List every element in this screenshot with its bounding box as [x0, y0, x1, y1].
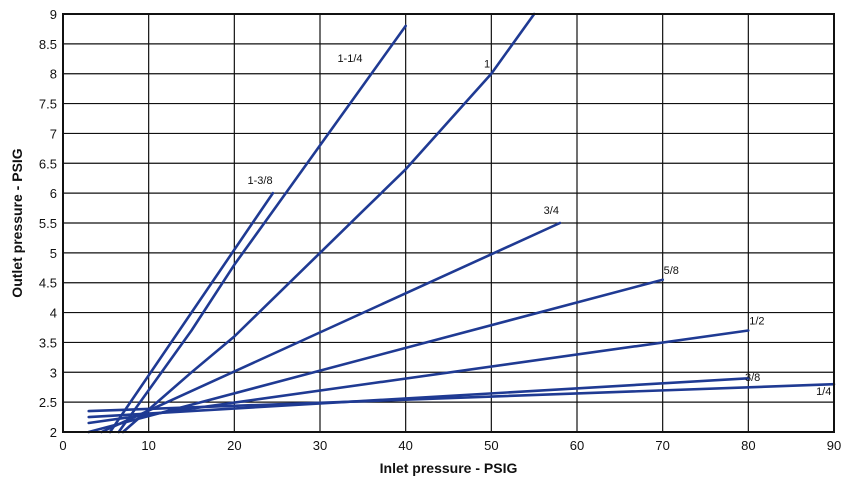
y-tick-label: 3: [50, 365, 57, 380]
x-tick-label: 80: [741, 438, 755, 453]
y-tick-label: 7.5: [39, 97, 57, 112]
series-line-1-3-8: [108, 191, 275, 434]
x-tick-label: 10: [141, 438, 155, 453]
series-label: 1/4: [816, 386, 831, 398]
x-tick-label: 40: [398, 438, 412, 453]
series-line-1-1-4: [117, 24, 408, 434]
tick-labels: 0 10 20 30 40 50 60 70 80 90 2 2.5 3 3.5 4 4.5 5 5.5 6 6.5 7…: [39, 7, 841, 453]
y-tick-label: 2.5: [39, 395, 57, 410]
plot-frame: [62, 13, 835, 433]
y-tick-label: 9: [50, 7, 57, 22]
series-label: 1/2: [749, 316, 764, 328]
y-tick-label: 5: [50, 246, 57, 261]
x-tick-label: 60: [570, 438, 584, 453]
x-tick-label: 90: [827, 438, 841, 453]
series-label: 1: [484, 59, 490, 71]
y-tick-label: 8: [50, 67, 57, 82]
y-tick-label: 3.5: [39, 335, 57, 350]
grid: [63, 14, 834, 432]
y-tick-label: 2: [50, 425, 57, 440]
series-label: 1-1/4: [337, 53, 362, 65]
series-label: 3/4: [544, 205, 559, 217]
x-tick-label: 70: [655, 438, 669, 453]
series-labels: 1-3/8 1-1/4 1 3/4 5/8 1/2 3/8 1/4: [247, 53, 831, 398]
x-tick-label: 0: [59, 438, 66, 453]
y-tick-label: 4: [50, 306, 57, 321]
y-tick-label: 6: [50, 186, 57, 201]
y-axis-label: Outlet pressure - PSIG: [9, 148, 25, 297]
series-label: 5/8: [664, 265, 679, 277]
series-label: 1-3/8: [247, 175, 272, 187]
x-tick-label: 50: [484, 438, 498, 453]
series-label: 3/8: [745, 372, 760, 384]
y-tick-label: 6.5: [39, 156, 57, 171]
x-axis-label: Inlet pressure - PSIG: [380, 460, 518, 476]
series-line-1: [121, 12, 536, 434]
y-tick-label: 5.5: [39, 216, 57, 231]
series-line-3-8: [87, 376, 750, 419]
y-tick-label: 7: [50, 126, 57, 141]
series-lines: [87, 12, 836, 434]
series-line-1-4: [87, 382, 836, 413]
x-tick-label: 30: [313, 438, 327, 453]
series-line-3-4: [100, 221, 562, 434]
y-tick-label: 4.5: [39, 276, 57, 291]
y-tick-label: 8.5: [39, 37, 57, 52]
x-tick-label: 20: [227, 438, 241, 453]
